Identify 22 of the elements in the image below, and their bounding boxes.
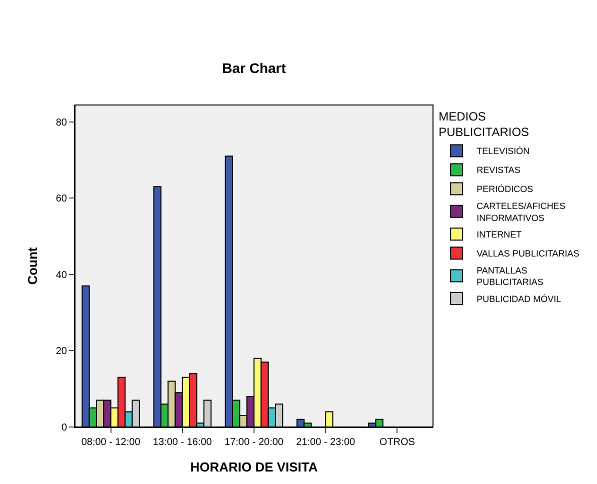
- legend-label: VALLAS PUBLICITARIAS: [476, 248, 580, 259]
- legend-label: TELEVISIÓN: [476, 146, 530, 156]
- chart-title: Bar Chart: [222, 60, 286, 76]
- legend-title: MEDIOS PUBLICITARIOS: [438, 110, 530, 140]
- x-tick-label: 13:00 - 16:00: [152, 437, 212, 448]
- x-tick-label: 21:00 - 23:00: [296, 437, 356, 448]
- x-tick-label: 08:00 - 12:00: [81, 437, 141, 448]
- x-tick-label: OTROS: [379, 437, 416, 448]
- x-tick-label: 17:00 - 20:00: [224, 437, 284, 448]
- legend-label: PERIÓDICOS: [476, 184, 534, 194]
- y-axis-title: Count: [24, 246, 40, 285]
- legend-label: CARTELES/AFICHES INFORMATIVOS: [476, 201, 566, 223]
- y-tick-label: 80: [56, 117, 68, 128]
- y-tick-label: 60: [56, 194, 68, 205]
- legend-label: PANTALLAS PUBLICITARIAS: [476, 265, 544, 288]
- x-axis-title: HORARIO DE VISITA: [190, 460, 318, 475]
- legend-label: INTERNET: [476, 230, 522, 240]
- y-tick-label: 20: [56, 346, 68, 358]
- y-tick-label: 0: [61, 422, 68, 434]
- legend-label: PUBLICIDAD MÓVIL: [476, 294, 562, 304]
- y-tick-label: 40: [56, 270, 68, 281]
- legend-label: REVISTAS: [476, 165, 520, 176]
